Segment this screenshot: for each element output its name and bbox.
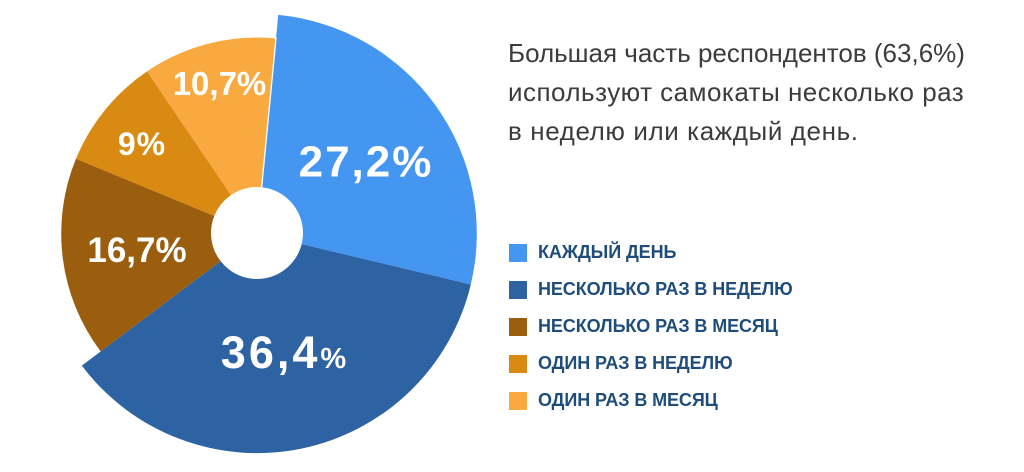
svg-text:16,7%: 16,7% [87, 231, 186, 270]
svg-text:9%: 9% [118, 126, 166, 162]
svg-text:27,2%: 27,2% [299, 138, 434, 187]
svg-text:10,7%: 10,7% [173, 65, 267, 102]
